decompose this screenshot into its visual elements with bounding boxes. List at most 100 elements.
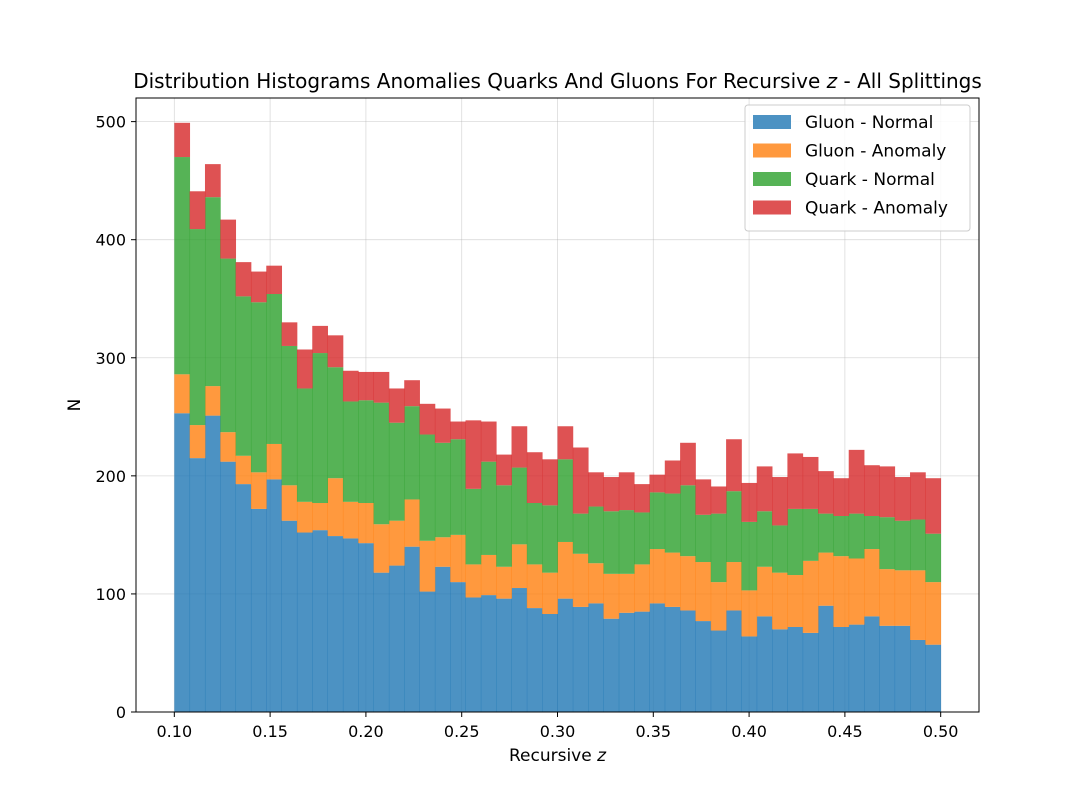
histogram-bar: [327, 478, 344, 537]
histogram-bar: [373, 524, 390, 573]
histogram-bar: [312, 325, 328, 354]
histogram-bar: [388, 422, 405, 521]
histogram-bar: [680, 556, 696, 611]
histogram-bar: [511, 588, 528, 712]
histogram-bar: [250, 302, 267, 473]
histogram-bar: [848, 624, 865, 712]
histogram-bar: [404, 380, 420, 407]
histogram-bar: [465, 597, 482, 712]
axis-ticks: 0.10 0.15 0.20 0.25 0.30 0.35 0.40 0.45 0.50 0 100…: [95, 113, 958, 741]
histogram-bar: [388, 520, 405, 566]
histogram-bar: [833, 626, 850, 712]
y-tick-label: 200: [95, 467, 126, 486]
histogram-bar: [925, 478, 942, 534]
histogram-bar: [910, 639, 926, 712]
histogram-bar: [802, 508, 819, 561]
histogram-bar: [296, 388, 313, 502]
histogram-bar: [695, 562, 712, 622]
histogram-bar: [204, 164, 221, 198]
histogram-bar: [680, 610, 696, 712]
histogram-bar: [342, 538, 359, 712]
histogram-bar: [649, 474, 666, 493]
histogram-bar: [526, 503, 543, 565]
histogram-bar: [189, 229, 206, 426]
histogram-bar: [327, 536, 344, 712]
histogram-bar: [894, 570, 911, 626]
histogram-bar: [848, 449, 865, 514]
histogram-bar: [772, 477, 788, 526]
histogram-bar: [710, 582, 727, 631]
histogram-bar: [572, 553, 589, 607]
histogram-bar: [281, 322, 298, 346]
histogram-bar: [772, 525, 788, 573]
histogram-bar: [526, 564, 543, 609]
histogram-bar: [695, 514, 712, 563]
histogram-bar: [404, 546, 420, 712]
histogram-bar: [266, 265, 283, 295]
histogram-bar: [649, 549, 666, 604]
histogram-bar: [419, 434, 436, 541]
histogram-bar: [204, 197, 221, 387]
x-tick-label: 0.35: [635, 722, 671, 741]
histogram-bar: [741, 636, 758, 712]
histogram-bar: [726, 491, 742, 563]
histogram-bar: [618, 612, 635, 712]
histogram-bar: [450, 439, 466, 535]
histogram-bar: [818, 471, 834, 514]
histogram-bar: [327, 367, 344, 479]
histogram-bar: [250, 508, 267, 712]
y-tick-label: 300: [95, 349, 126, 368]
histogram-bar: [588, 563, 604, 604]
histogram-bar: [787, 626, 804, 712]
histogram-bar: [818, 605, 834, 712]
histogram-bar: [864, 616, 880, 712]
histogram-bar: [925, 582, 942, 645]
histogram-bar: [572, 606, 589, 712]
x-axis-label: Recursive z: [509, 746, 607, 766]
histogram-bar: [603, 573, 620, 619]
histogram-bar: [879, 466, 896, 518]
histogram-bar: [480, 595, 497, 712]
histogram-bar: [910, 472, 926, 520]
histogram-bar: [557, 426, 574, 460]
histogram-bar: [787, 508, 804, 576]
histogram-bar: [618, 472, 635, 511]
histogram-bar: [296, 532, 313, 712]
histogram-bar: [189, 458, 206, 712]
histogram-bar: [618, 573, 635, 613]
histogram-bar: [312, 353, 328, 504]
histogram-bar: [756, 616, 773, 712]
histogram-bar: [741, 590, 758, 637]
legend-swatch: [753, 172, 791, 186]
histogram-bar: [787, 575, 804, 627]
histogram-bar: [634, 611, 650, 712]
histogram-bar: [434, 408, 451, 443]
histogram-bar: [864, 515, 880, 550]
x-tick-label: 0.50: [923, 722, 959, 741]
histogram-bar: [634, 564, 650, 612]
legend-box: [744, 104, 971, 232]
histogram-bar: [235, 296, 252, 456]
histogram-bar: [542, 459, 558, 506]
histogram-bar: [603, 477, 620, 512]
histogram-bar: [373, 402, 390, 525]
histogram-bar: [710, 513, 727, 583]
histogram-bar: [266, 479, 283, 712]
legend-label: Gluon - Normal: [805, 113, 933, 133]
histogram-bar: [741, 482, 758, 522]
histogram-bar: [649, 603, 666, 712]
histogram-bar: [235, 484, 252, 712]
histogram-bar: [588, 603, 604, 712]
histogram-bar: [373, 572, 390, 712]
y-tick-label: 0: [116, 703, 126, 722]
y-tick-label: 400: [95, 231, 126, 250]
histogram-bar: [296, 349, 313, 389]
histogram-bar: [710, 630, 727, 712]
histogram-bar: [404, 499, 420, 547]
chart-title: Distribution Histograms Anomalies Quarks…: [133, 69, 982, 93]
histogram-bar: [649, 492, 666, 550]
series-quark-anomaly: [174, 122, 942, 534]
histogram-bar: [879, 517, 896, 570]
histogram-bar: [802, 560, 819, 633]
